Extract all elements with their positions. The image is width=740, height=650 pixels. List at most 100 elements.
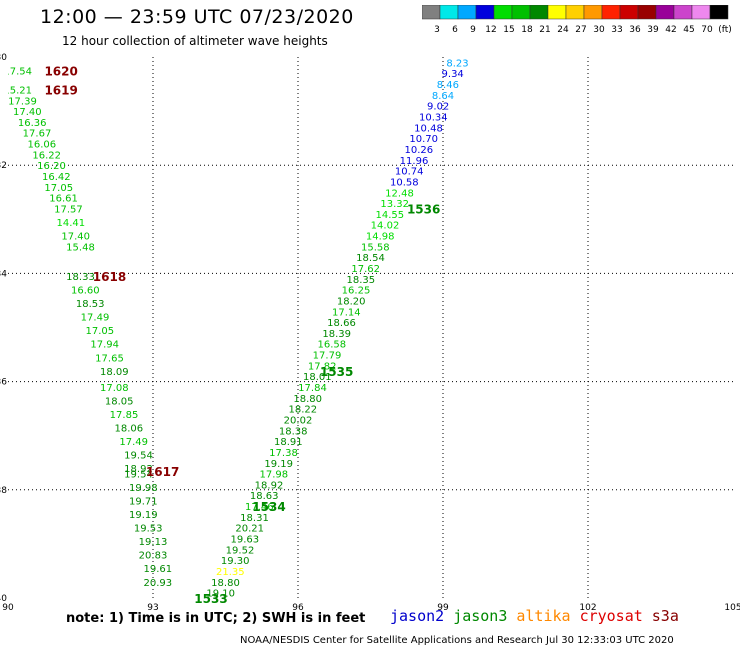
wave-height-value: 21.35 xyxy=(216,567,245,578)
colorbar-label: 70 xyxy=(701,25,713,35)
wave-height-value: 17.08 xyxy=(100,383,129,394)
x-tick-label: 93 xyxy=(147,603,158,613)
wave-height-value: 17.05 xyxy=(86,326,115,337)
x-tick-label: 99 xyxy=(437,603,449,613)
wave-height-value: 18.01 xyxy=(303,372,332,383)
wave-height-value: 16.22 xyxy=(32,150,61,161)
wave-height-value: 14.41 xyxy=(57,218,86,229)
wave-height-value: 16.61 xyxy=(49,194,78,205)
wave-height-value: 17.62 xyxy=(351,264,380,275)
wave-height-value: 20.21 xyxy=(235,524,264,535)
x-tick-label: 105 xyxy=(724,603,740,613)
wave-height-value: 18.66 xyxy=(327,318,356,329)
wave-height-value: 9.02 xyxy=(427,102,449,113)
footer-note: note: 1) Time is in UTC; 2) SWH is in fe… xyxy=(66,611,366,626)
data-points-group: 17.5415.2117.3917.4016.3617.6716.0616.22… xyxy=(3,58,469,648)
wave-height-value: 14.02 xyxy=(371,221,400,232)
wave-height-value: 19.61 xyxy=(144,564,173,575)
pass-time-label: 1535 xyxy=(320,365,353,379)
wave-height-value: 16.60 xyxy=(71,286,100,297)
wave-height-value: 9.34 xyxy=(442,69,464,80)
wave-height-value: 17.14 xyxy=(332,307,361,318)
legend-entry-jason2: jason2 xyxy=(390,607,445,625)
chart-subtitle: 12 hour collection of altimeter wave hei… xyxy=(62,34,328,48)
y-tick-label: -40 xyxy=(0,594,7,604)
wave-height-value: 18.35 xyxy=(347,275,376,286)
legend-entry-altika: altika xyxy=(516,607,571,625)
y-tick-label: -38 xyxy=(0,486,7,496)
wave-height-value: 17.38 xyxy=(269,448,298,459)
legend-entry-cryosat: cryosat xyxy=(579,607,643,625)
wave-height-value: 19.54 xyxy=(124,451,153,462)
wave-height-value: 20.02 xyxy=(284,415,313,426)
wave-height-value: 16.36 xyxy=(18,118,47,129)
wave-height-value: 18.80 xyxy=(293,394,322,405)
colorbar-label: 6 xyxy=(452,25,458,35)
wave-height-value: 19.98 xyxy=(129,483,158,494)
colorbar-label: 36 xyxy=(629,25,641,35)
wave-height-value: 18.31 xyxy=(240,513,269,524)
wave-height-value: 12.48 xyxy=(385,188,414,199)
wave-height-value: 16.20 xyxy=(37,161,66,172)
y-tick-label: -34 xyxy=(0,269,7,279)
wave-height-value: 17.40 xyxy=(13,107,42,118)
wave-height-value: 19.52 xyxy=(226,545,255,556)
x-tick-label: 102 xyxy=(579,603,596,613)
wave-height-value: 8.23 xyxy=(446,58,468,69)
x-tick-label: 96 xyxy=(292,603,304,613)
wave-height-value: 17.82 xyxy=(308,361,337,372)
wave-height-value: 10.70 xyxy=(409,134,438,145)
wave-height-value: 17.94 xyxy=(90,340,119,351)
wave-height-value: 18.38 xyxy=(279,426,308,437)
wave-height-value: 15.48 xyxy=(66,242,95,253)
wave-height-value: 18.54 xyxy=(356,253,385,264)
x-tick-label: 90 xyxy=(2,603,14,613)
chart-title: 12:00 — 23:59 UTC 07/23/2020 xyxy=(40,6,354,28)
wave-height-value: 18.33 xyxy=(66,272,95,283)
wave-height-value: 17.49 xyxy=(119,437,148,448)
wave-height-value: 19.53 xyxy=(134,524,163,535)
pass-time-label: 1620 xyxy=(44,65,77,79)
wave-height-value: 17.05 xyxy=(44,183,73,194)
wave-height-value: 18.06 xyxy=(115,424,144,435)
colorbar-label: 45 xyxy=(683,25,694,35)
wave-height-value: 18.80 xyxy=(211,578,240,589)
wave-height-value: 16.58 xyxy=(318,340,347,351)
wave-height-value: 18.22 xyxy=(289,405,318,416)
colorbar-label: 21 xyxy=(539,25,550,35)
wave-height-value: 19.58 xyxy=(187,637,216,648)
wave-height-value: 17.84 xyxy=(298,383,327,394)
wave-height-value: 17.79 xyxy=(313,351,342,362)
footer-credit: NOAA/NESDIS Center for Satellite Applica… xyxy=(240,635,674,646)
wave-height-value: 19.10 xyxy=(206,589,235,600)
wave-height-value: 19.54 xyxy=(124,470,153,481)
colorbar-label: 15 xyxy=(503,25,514,35)
wave-height-value: 14.98 xyxy=(366,232,395,243)
wave-height-value: 17.54 xyxy=(3,67,32,78)
wave-height-value: 10.48 xyxy=(414,123,443,134)
y-tick-label: -30 xyxy=(0,53,7,63)
wave-height-value: 17.98 xyxy=(260,470,289,481)
wave-height-value: 19.63 xyxy=(231,534,260,545)
wave-height-value: 20.83 xyxy=(139,551,168,562)
wave-height-value: 17.40 xyxy=(61,232,90,243)
colorbar-label: 9 xyxy=(470,25,476,35)
wave-height-value: 11.96 xyxy=(400,156,429,167)
wave-height-value: 10.34 xyxy=(419,113,448,124)
wave-height-value: 18.92 xyxy=(124,464,153,475)
wave-height-value: 14.55 xyxy=(376,210,405,221)
legend-entry-s3a: s3a xyxy=(651,607,679,625)
colorbar-label: 3 xyxy=(434,25,440,35)
wave-height-value: 10.74 xyxy=(395,167,424,178)
color-scale-bar: 3 6 9 12 15 18 21 24 27 30 33 36 39 42 45 70 (ft) xyxy=(422,5,732,35)
wave-height-value: 18.20 xyxy=(337,296,366,307)
wave-height-value: 19.71 xyxy=(129,497,158,508)
satellite-legend: jason2 jason3 altika cryosat s3a xyxy=(390,607,688,625)
colorbar-label: 12 xyxy=(485,25,496,35)
wave-height-value: 17.57 xyxy=(54,204,83,215)
pass-time-label: 1619 xyxy=(44,83,77,97)
wave-height-value: 21.88 xyxy=(187,632,216,643)
pass-time-label: 1534 xyxy=(252,500,285,514)
wave-height-value: 18.92 xyxy=(255,480,284,491)
